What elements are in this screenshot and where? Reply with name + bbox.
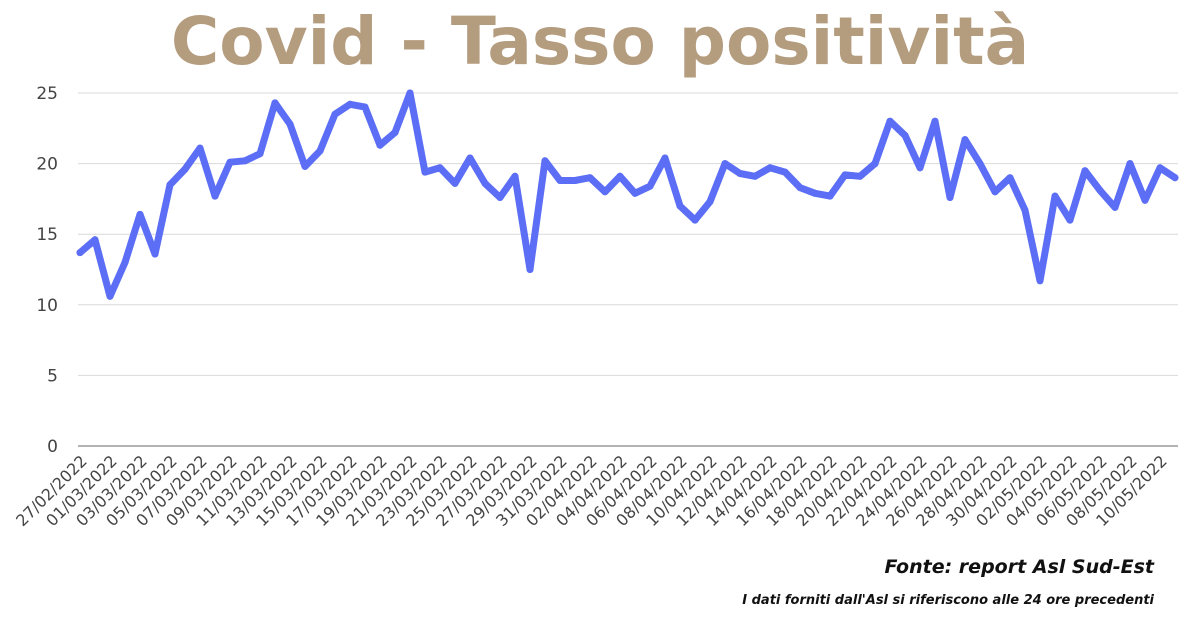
data-point: [91, 236, 99, 244]
data-point: [721, 160, 729, 168]
data-point: [331, 110, 339, 118]
data-point: [346, 100, 354, 108]
data-point: [241, 157, 249, 165]
data-point: [586, 174, 594, 182]
series-line: [76, 89, 1179, 300]
data-point: [706, 198, 714, 206]
data-point: [286, 120, 294, 128]
data-point: [931, 117, 939, 125]
data-point: [316, 147, 324, 155]
data-point: [631, 189, 639, 197]
data-point: [391, 129, 399, 136]
data-point: [1171, 174, 1179, 182]
data-point: [946, 194, 954, 201]
data-point: [466, 154, 474, 162]
data-point: [601, 188, 609, 196]
data-point: [826, 192, 834, 200]
x-axis-ticks: 27/02/202201/03/202203/03/202205/03/2022…: [12, 451, 1171, 530]
data-point: [421, 168, 429, 176]
data-point: [301, 162, 309, 170]
data-point: [1141, 196, 1149, 204]
source-note: Fonte: report Asl Sud-Est: [884, 556, 1154, 578]
data-point: [136, 210, 144, 218]
data-point: [556, 177, 564, 184]
data-point: [691, 216, 699, 224]
data-point: [616, 172, 624, 180]
data-point: [1006, 174, 1014, 182]
data-point: [166, 181, 174, 189]
data-point: [511, 172, 519, 180]
y-tick-label: 25: [36, 84, 58, 104]
data-point: [781, 168, 789, 176]
data-point: [76, 249, 84, 257]
y-tick-label: 20: [36, 155, 58, 175]
data-point: [841, 171, 849, 179]
disclaimer-note: I dati forniti dall'Asl si riferiscono a…: [742, 593, 1154, 608]
data-point: [406, 89, 414, 97]
data-point: [736, 170, 744, 177]
data-point: [901, 131, 909, 139]
data-point: [751, 172, 759, 180]
data-point: [106, 292, 114, 300]
y-tick-label: 10: [36, 296, 58, 316]
data-point: [1126, 160, 1134, 168]
data-point: [991, 188, 999, 196]
y-tick-label: 15: [36, 225, 58, 245]
y-axis-ticks: 0 5 10 15 20 25: [36, 84, 58, 457]
y-tick-label: 5: [47, 366, 58, 386]
series-group: [76, 89, 1179, 300]
grid-lines: [78, 92, 1178, 447]
data-point: [226, 158, 234, 166]
data-point: [811, 189, 819, 197]
data-point: [796, 184, 804, 192]
data-point: [766, 164, 774, 172]
data-point: [856, 172, 864, 180]
data-point: [436, 164, 444, 172]
data-point: [661, 154, 669, 162]
data-point: [886, 117, 894, 125]
data-point: [961, 136, 969, 144]
data-point: [1156, 164, 1164, 172]
data-point: [181, 165, 189, 173]
data-point: [496, 194, 504, 201]
data-point: [481, 179, 489, 187]
data-point: [526, 266, 534, 273]
data-point: [1051, 192, 1059, 200]
data-point: [571, 177, 579, 184]
chart-title: Covid - Tasso positività: [170, 3, 1030, 80]
data-point: [1096, 186, 1104, 194]
data-point: [196, 144, 204, 152]
data-point: [151, 250, 159, 258]
data-point: [1021, 206, 1029, 214]
data-point: [541, 157, 549, 165]
y-tick-label: 0: [47, 437, 58, 457]
data-point: [256, 150, 264, 158]
data-point: [871, 160, 879, 168]
data-point: [1036, 277, 1044, 285]
data-point: [916, 164, 924, 172]
data-point: [646, 182, 654, 190]
data-point: [121, 258, 129, 266]
data-point: [376, 141, 384, 149]
data-point: [271, 99, 279, 107]
data-point: [1081, 167, 1089, 175]
data-point: [676, 202, 684, 210]
data-point: [1066, 216, 1074, 224]
data-point: [976, 160, 984, 168]
data-point: [1111, 203, 1119, 211]
data-point: [451, 179, 459, 187]
data-point: [361, 103, 369, 111]
data-point: [211, 192, 219, 200]
